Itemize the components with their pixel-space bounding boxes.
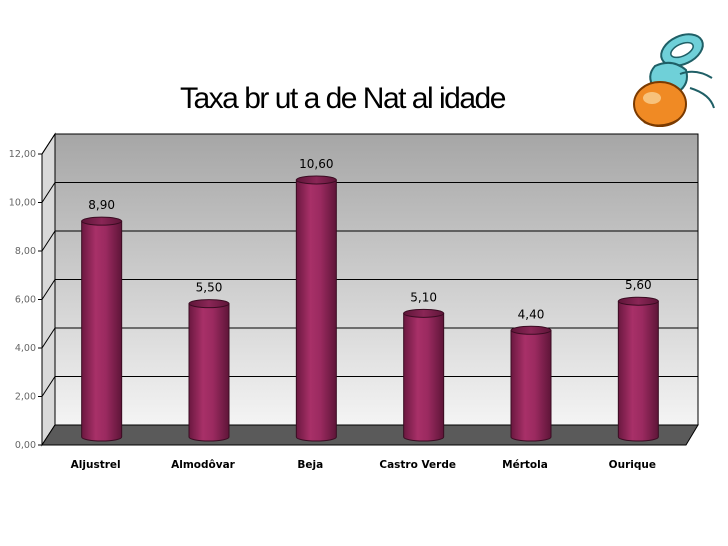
y-tick-label: 12,00 — [9, 149, 36, 160]
bar-top — [403, 308, 445, 318]
bar-top — [188, 299, 230, 309]
gridline-depth — [41, 376, 56, 397]
y-tick-label: 8,00 — [15, 246, 36, 257]
bar-top — [617, 296, 659, 306]
chart-title: Taxa br ut a de Nat al idade — [180, 82, 506, 115]
data-label: 5,60 — [625, 278, 652, 292]
gridline-depth — [41, 133, 56, 155]
bar — [617, 296, 659, 442]
bar — [403, 308, 445, 442]
data-label: 5,10 — [410, 290, 437, 304]
baby-pacifier-clipart-icon — [633, 33, 715, 127]
data-label: 8,90 — [88, 198, 115, 212]
bar — [81, 216, 123, 442]
bar-top — [510, 325, 552, 335]
bar-body — [188, 303, 230, 442]
bar-top — [81, 216, 123, 226]
bar — [188, 299, 230, 442]
bar-body — [403, 312, 445, 442]
gridline-depth — [41, 182, 56, 203]
bar — [510, 325, 552, 442]
y-tick-label: 10,00 — [9, 198, 36, 209]
x-tick-label: Ourique — [609, 459, 656, 471]
gridline-depth — [41, 327, 56, 349]
data-label: 4,40 — [518, 307, 545, 321]
y-tick-label: 4,00 — [15, 343, 36, 354]
x-tick-label: Beja — [297, 459, 323, 471]
bar-body — [81, 220, 123, 442]
gridline-depth — [41, 230, 56, 252]
y-tick-label: 2,00 — [15, 392, 36, 403]
bar — [295, 175, 337, 442]
y-tick-label: 0,00 — [15, 440, 36, 451]
data-label: 10,60 — [299, 157, 333, 171]
bar-body — [617, 300, 659, 442]
x-tick-label: Almodôvar — [171, 459, 236, 471]
x-tick-label: Aljustrel — [71, 459, 121, 471]
chart-floor — [41, 424, 699, 446]
x-tick-label: Castro Verde — [379, 459, 456, 471]
x-tick-label: Mértola — [502, 459, 548, 471]
bar-body — [510, 329, 552, 442]
bar-body — [295, 179, 337, 442]
data-label: 5,50 — [196, 281, 223, 295]
gridline-depth — [41, 279, 56, 300]
y-tick-label: 6,00 — [15, 295, 36, 306]
bar-top — [295, 175, 337, 185]
